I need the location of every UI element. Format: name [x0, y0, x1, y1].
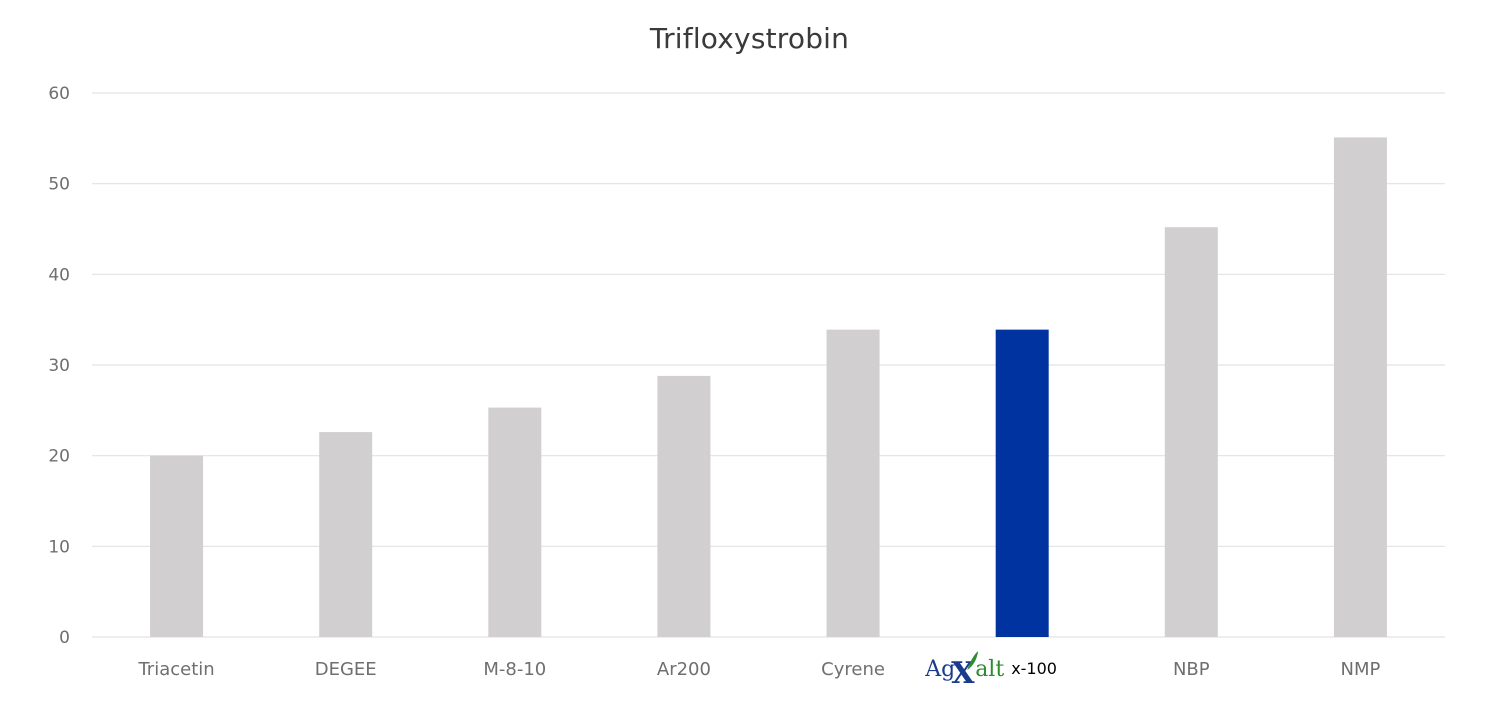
- gridlines: [92, 92, 1445, 638]
- brand-ag-text: Ag: [924, 657, 955, 682]
- brand-suffix-text: x-100: [1011, 659, 1057, 678]
- bar-nbp: [1164, 227, 1218, 638]
- y-tick-label: 40: [48, 265, 70, 285]
- bar-agxalt-x-100: [995, 329, 1049, 637]
- bar-ar200: [657, 375, 711, 637]
- bar-degee: [319, 432, 373, 637]
- brand-category-label: AgX alt x-100: [924, 651, 1057, 691]
- brand-alt-text: alt: [975, 657, 1004, 682]
- x-category-label: DEGEE: [315, 659, 377, 680]
- bars: [150, 137, 1387, 638]
- y-tick-label: 10: [48, 537, 70, 557]
- x-category-label: Ar200: [657, 659, 711, 680]
- bar-cyrene: [826, 329, 880, 637]
- y-tick-label: 50: [48, 175, 70, 195]
- y-tick-label: 30: [48, 356, 70, 376]
- y-axis-tick-labels: 0 10 20 30 40 50 60: [48, 84, 70, 648]
- chart-title: Trifloxystrobin: [649, 22, 850, 55]
- x-axis-category-labels: Triacetin DEGEE M-8-10 Ar200 Cyrene AgX alt x-1…: [137, 651, 1381, 691]
- y-tick-label: 0: [59, 628, 70, 648]
- y-tick-label: 20: [48, 447, 70, 467]
- bar-nmp: [1333, 137, 1387, 637]
- x-category-label: Triacetin: [137, 659, 214, 680]
- x-category-label: Cyrene: [821, 659, 885, 680]
- y-tick-label: 60: [48, 84, 70, 104]
- leaf-icon: [967, 651, 979, 670]
- bar-m-8-10: [488, 407, 542, 637]
- x-category-label: NMP: [1341, 659, 1381, 680]
- bar-triacetin: [150, 455, 204, 637]
- x-category-label: M-8-10: [483, 659, 546, 680]
- x-category-label: NBP: [1173, 659, 1210, 680]
